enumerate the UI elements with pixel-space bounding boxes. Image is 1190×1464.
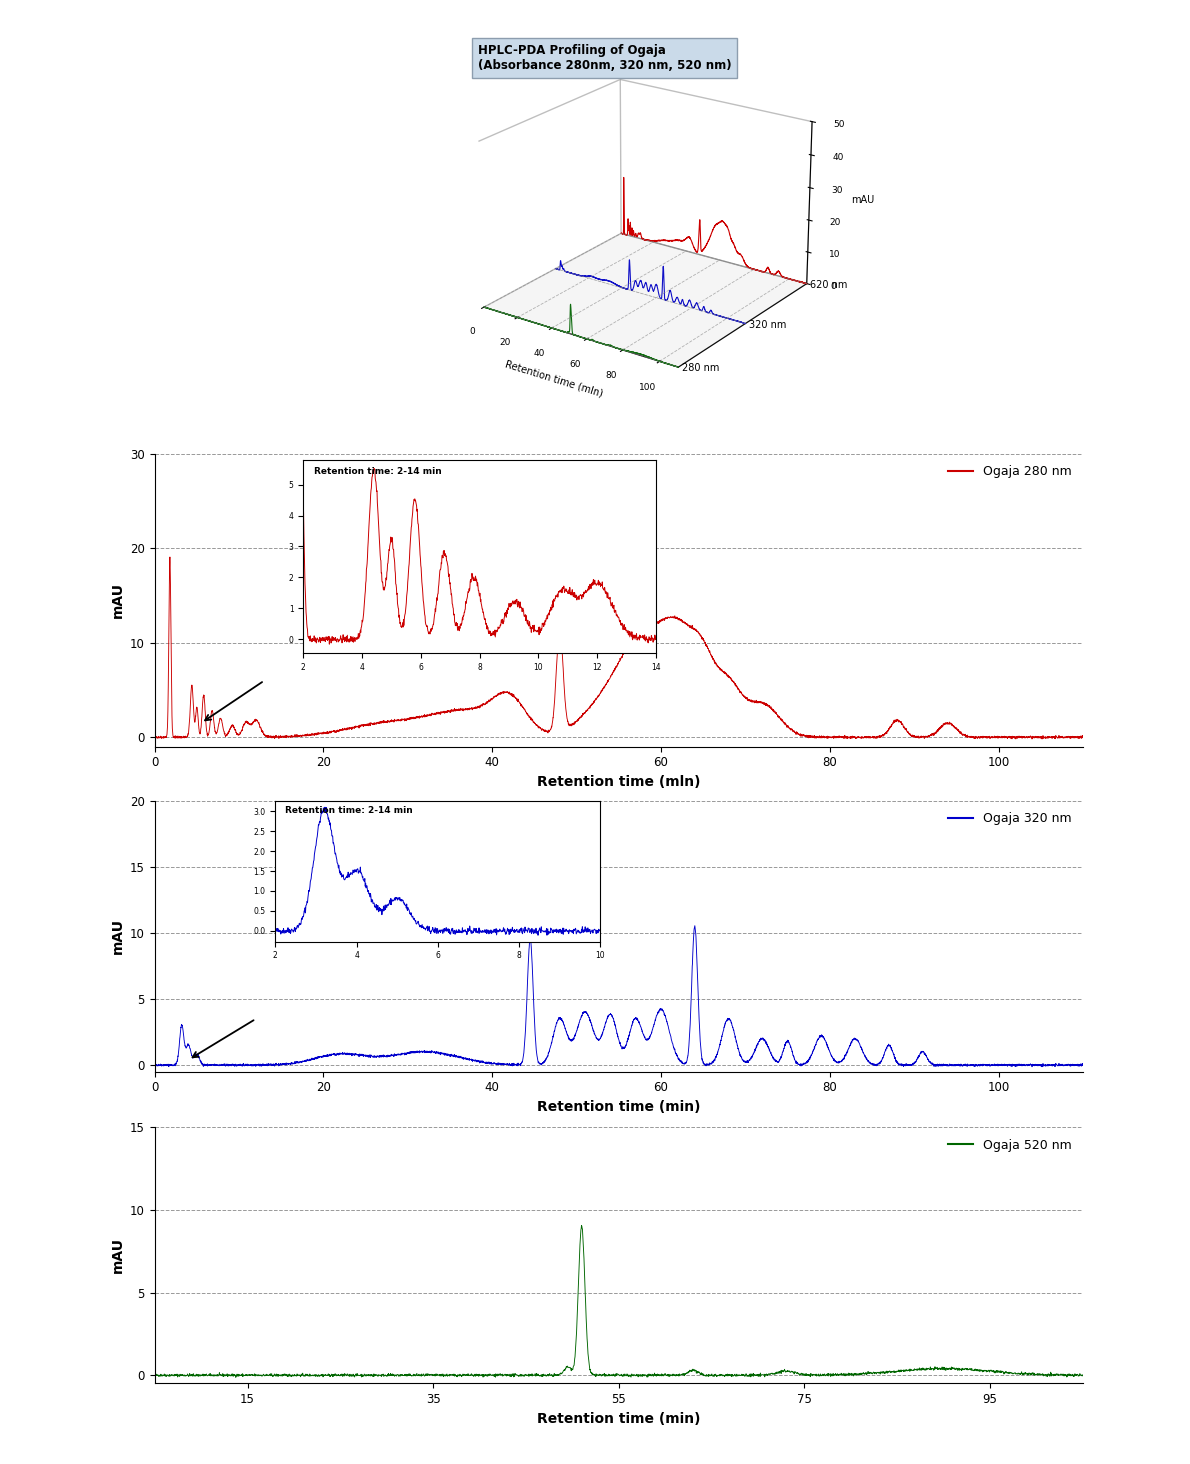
Y-axis label: mAU: mAU [111,918,125,955]
X-axis label: Retention time (mln): Retention time (mln) [503,359,605,398]
X-axis label: Retention time (min): Retention time (min) [537,1411,701,1426]
Text: HPLC-PDA Profiling of Ogaja
(Absorbance 280nm, 320 nm, 520 nm): HPLC-PDA Profiling of Ogaja (Absorbance … [478,44,732,72]
X-axis label: Retention time (mln): Retention time (mln) [537,774,701,789]
X-axis label: Retention time (min): Retention time (min) [537,1099,701,1114]
Y-axis label: mAU: mAU [111,583,125,618]
Legend: Ogaja 520 nm: Ogaja 520 nm [942,1133,1077,1157]
Legend: Ogaja 280 nm: Ogaja 280 nm [942,460,1077,483]
Legend: Ogaja 320 nm: Ogaja 320 nm [942,807,1077,830]
Y-axis label: mAU: mAU [111,1237,125,1274]
